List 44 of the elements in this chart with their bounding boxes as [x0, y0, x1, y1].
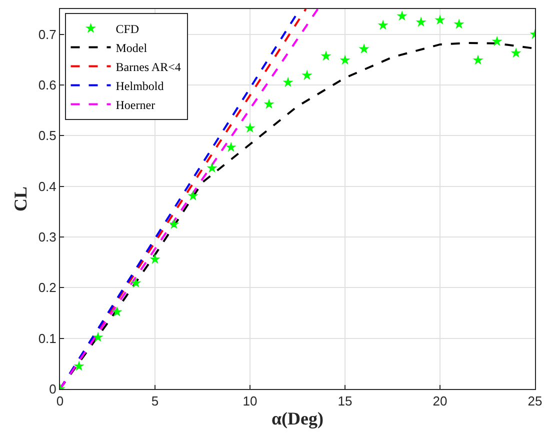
point: [416, 16, 426, 27]
legend-label: CFD: [116, 22, 140, 36]
point: [130, 278, 142, 288]
point: [74, 360, 84, 371]
point: [510, 47, 522, 58]
point: [244, 122, 256, 133]
x-tick-label: 15: [338, 394, 352, 409]
point: [472, 54, 484, 65]
point: [282, 76, 294, 87]
y-tick-label: 0.1: [38, 330, 56, 346]
point: [320, 50, 332, 61]
legend-label: Hoerner: [116, 98, 156, 112]
x-tick-label: 20: [432, 394, 448, 409]
legend-label: Model: [116, 40, 148, 55]
point: [188, 190, 198, 200]
point: [378, 20, 388, 30]
y-tick-label: 0.7: [38, 26, 56, 42]
y-tick-label: 0.2: [38, 280, 56, 296]
x-axis-title: α(Deg): [271, 408, 324, 429]
point: [454, 18, 464, 29]
point: [340, 54, 350, 65]
point: [92, 332, 104, 342]
point: [492, 36, 502, 46]
x-tick-label: 25: [528, 394, 542, 409]
point: [206, 162, 218, 173]
y-tick-label: 0.5: [38, 128, 56, 144]
legend-label: Barnes AR<4: [116, 60, 181, 74]
point: [358, 43, 370, 54]
point: [264, 98, 274, 109]
point: [396, 10, 408, 21]
legend-label: Helmbold: [116, 78, 164, 93]
point: [150, 254, 160, 264]
y-tick-label: 0.3: [38, 230, 56, 245]
point: [434, 14, 446, 25]
y-tick-label: 0.4: [38, 178, 56, 194]
point: [302, 70, 312, 80]
point: [168, 218, 180, 229]
x-tick-label: 5: [151, 394, 159, 409]
y-tick-label: 0.6: [38, 78, 56, 93]
point: [226, 142, 236, 152]
y-tick-label: 0: [49, 382, 56, 397]
x-tick-label: 10: [242, 394, 258, 409]
point: [112, 306, 122, 317]
y-axis-title: CL: [10, 186, 31, 212]
